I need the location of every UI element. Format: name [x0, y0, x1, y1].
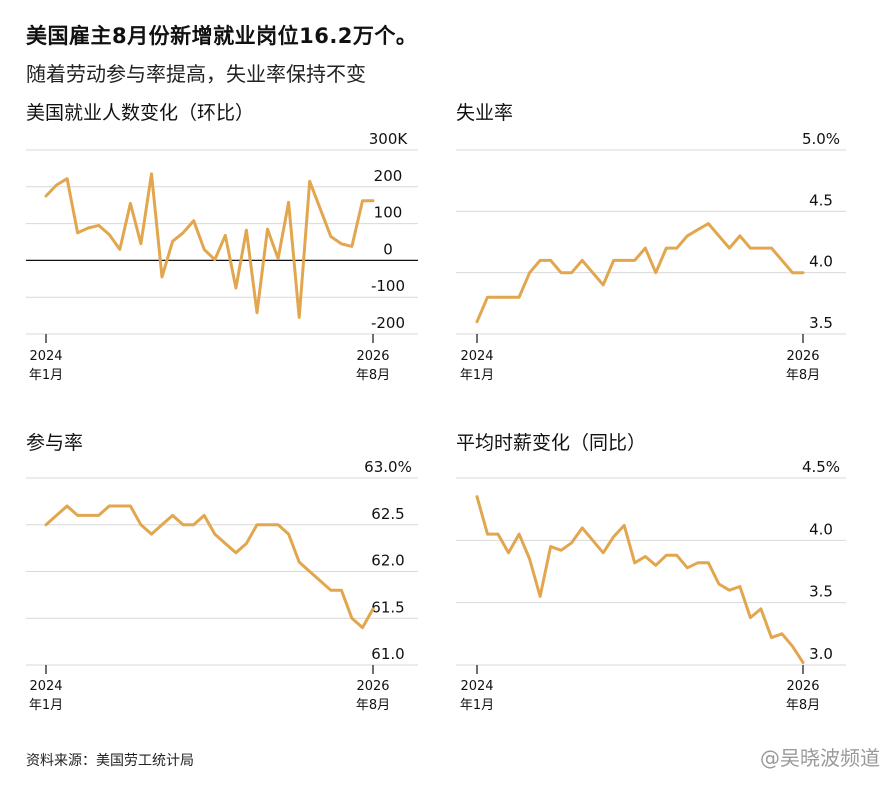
y-tick-label: 100 — [374, 204, 403, 222]
series-line — [475, 222, 805, 324]
x-tick-year: 2026 — [786, 349, 819, 364]
y-tick-label: 62.0 — [371, 552, 404, 570]
x-tick-year: 2026 — [786, 679, 819, 694]
x-tick-month: 年8月 — [356, 368, 390, 383]
y-tick-label: 0 — [383, 240, 393, 258]
x-tick-month: 年1月 — [29, 368, 63, 383]
series-line — [44, 172, 375, 319]
chart-3-title: 参与率 — [26, 432, 84, 454]
x-tick-year: 2024 — [29, 349, 62, 364]
x-tick-year: 2024 — [460, 349, 493, 364]
y-tick-label: 5.0% — [802, 130, 840, 148]
y-tick-label: 300K — [369, 130, 409, 148]
y-tick-label: 4.0 — [809, 253, 833, 271]
x-tick-year: 2026 — [356, 679, 389, 694]
y-tick-label: 4.5 — [809, 191, 833, 209]
headline: 美国雇主8月份新增就业岗位16.2万个。 — [26, 24, 418, 48]
y-tick-label: 61.5 — [371, 598, 404, 616]
y-tick-label: 200 — [374, 167, 403, 185]
y-tick-label: 3.0 — [809, 645, 833, 663]
watermark: @吴晓波频道 — [760, 746, 880, 770]
x-tick-year: 2026 — [356, 349, 389, 364]
y-tick-label: -100 — [371, 277, 405, 295]
y-tick-label: 4.5% — [802, 458, 840, 476]
chart-4-title: 平均时薪变化（同比） — [456, 432, 647, 454]
y-tick-label: 62.5 — [371, 505, 404, 523]
chart-2-title: 失业率 — [456, 102, 514, 124]
series-line — [44, 504, 375, 630]
x-tick-month: 年1月 — [460, 368, 494, 383]
x-tick-year: 2024 — [460, 679, 493, 694]
x-tick-month: 年1月 — [460, 698, 494, 713]
x-tick-month: 年8月 — [356, 698, 390, 713]
y-tick-label: -200 — [371, 314, 405, 332]
source-note: 资料来源：美国劳工统计局 — [26, 753, 194, 769]
x-tick-year: 2024 — [29, 679, 62, 694]
y-tick-label: 3.5 — [809, 314, 833, 332]
x-tick-month: 年1月 — [29, 698, 63, 713]
chart-1-title: 美国就业人数变化（环比） — [26, 102, 255, 124]
y-tick-label: 4.0 — [809, 520, 833, 538]
series-line — [475, 495, 805, 664]
y-tick-label: 3.5 — [809, 583, 833, 601]
y-tick-label: 61.0 — [371, 645, 404, 663]
subhead: 随着劳动参与率提高，失业率保持不变 — [26, 62, 366, 86]
x-tick-month: 年8月 — [786, 698, 820, 713]
x-tick-month: 年8月 — [786, 368, 820, 383]
y-tick-label: 63.0% — [364, 458, 412, 476]
